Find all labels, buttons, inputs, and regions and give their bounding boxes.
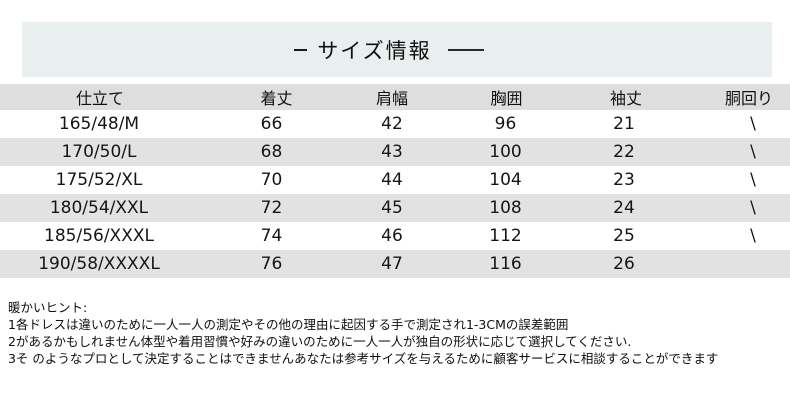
note-line-3: 3そ のようなプロとして決定することはできませんあなたは参考サイズを与えるために… xyxy=(8,351,719,366)
cell-mitate: 180/54/XXL xyxy=(49,198,149,218)
cell-munei: 116 xyxy=(489,254,522,274)
table-row: 185/56/XXXL 74 46 112 25 \ xyxy=(0,222,790,250)
cell-sodetake: 26 xyxy=(613,254,635,274)
cell-sodetake: 25 xyxy=(613,226,635,246)
cell-munei: 108 xyxy=(489,198,522,218)
table-row: 180/54/XXL 72 45 108 24 \ xyxy=(0,194,790,222)
column-header-mitate: 仕立て xyxy=(75,89,124,108)
cell-mitate: 170/50/L xyxy=(61,142,137,162)
column-header-sodetake: 袖丈 xyxy=(609,89,642,108)
table-header-row: 仕立て 着丈 肩幅 胸囲 袖丈 胴回り xyxy=(0,84,790,110)
table-body: 165/48/M 66 42 96 21 \ 170/50/L 68 43 10… xyxy=(0,110,790,278)
cell-mitate: 175/52/XL xyxy=(55,170,143,190)
cell-munei: 100 xyxy=(489,142,522,162)
cell-kitake: 68 xyxy=(260,142,283,162)
title-left-dash-icon xyxy=(294,48,308,51)
cell-katahaba: 46 xyxy=(381,226,403,246)
cell-katahaba: 47 xyxy=(381,254,403,274)
cell-doumawari xyxy=(684,250,790,278)
cell-doumawari: \ xyxy=(750,198,756,218)
cell-mitate: 185/56/XXXL xyxy=(44,226,154,246)
cell-mitate: 190/58/XXXXL xyxy=(38,254,160,274)
cell-kitake: 74 xyxy=(260,226,283,246)
cell-munei: 96 xyxy=(494,114,517,134)
cell-sodetake: 21 xyxy=(613,114,635,134)
cell-munei: 112 xyxy=(489,226,522,246)
size-chart-table: 仕立て 着丈 肩幅 胸囲 袖丈 胴回り 165/48/M 66 42 96 21… xyxy=(0,84,790,278)
cell-kitake: 72 xyxy=(260,198,283,218)
cell-mitate: 165/48/M xyxy=(58,114,140,134)
table-header: 仕立て 着丈 肩幅 胸囲 袖丈 胴回り xyxy=(0,84,790,110)
cell-doumawari: \ xyxy=(750,114,756,134)
column-header-kitake: 着丈 xyxy=(260,89,293,108)
column-header-katahaba: 肩幅 xyxy=(375,89,408,108)
cell-doumawari: \ xyxy=(750,170,756,190)
column-header-doumawari: 胴回り xyxy=(724,89,773,108)
table-row: 190/58/XXXXL 76 47 116 26 xyxy=(0,250,790,278)
cell-munei: 104 xyxy=(489,170,522,190)
cell-katahaba: 44 xyxy=(381,170,403,190)
size-info-title-banner: サイズ情報 xyxy=(22,22,772,77)
title-inner: サイズ情報 xyxy=(294,35,484,65)
cell-doumawari: \ xyxy=(750,226,756,246)
page-title: サイズ情報 xyxy=(317,38,432,63)
cell-katahaba: 42 xyxy=(381,114,403,134)
notes-heading: 暖かいヒント: xyxy=(8,300,88,315)
cell-katahaba: 45 xyxy=(381,198,403,218)
cell-sodetake: 23 xyxy=(613,170,635,190)
column-header-munei: 胸囲 xyxy=(490,89,523,108)
title-right-dash-icon xyxy=(447,48,484,51)
cell-sodetake: 22 xyxy=(613,142,635,162)
cell-kitake: 66 xyxy=(260,114,283,134)
cell-katahaba: 43 xyxy=(381,142,403,162)
table-row: 170/50/L 68 43 100 22 \ xyxy=(0,138,790,166)
cell-doumawari: \ xyxy=(750,142,756,162)
cell-kitake: 76 xyxy=(260,254,283,274)
note-line-2: 2があるかもしれません体型や着用習慣や好みの違いのために一人一人が独自の形状に応… xyxy=(8,334,632,349)
table-row: 165/48/M 66 42 96 21 \ xyxy=(0,110,790,138)
cell-kitake: 70 xyxy=(260,170,283,190)
note-line-1: 1各ドレスは違いのために一人一人の測定やその他の理由に起因する手で測定され1-3… xyxy=(8,317,569,332)
cell-sodetake: 24 xyxy=(613,198,635,218)
table-row: 175/52/XL 70 44 104 23 \ xyxy=(0,166,790,194)
warm-tips-notes: 暖かいヒント: 1各ドレスは違いのために一人一人の測定やその他の理由に起因する手… xyxy=(8,299,790,367)
